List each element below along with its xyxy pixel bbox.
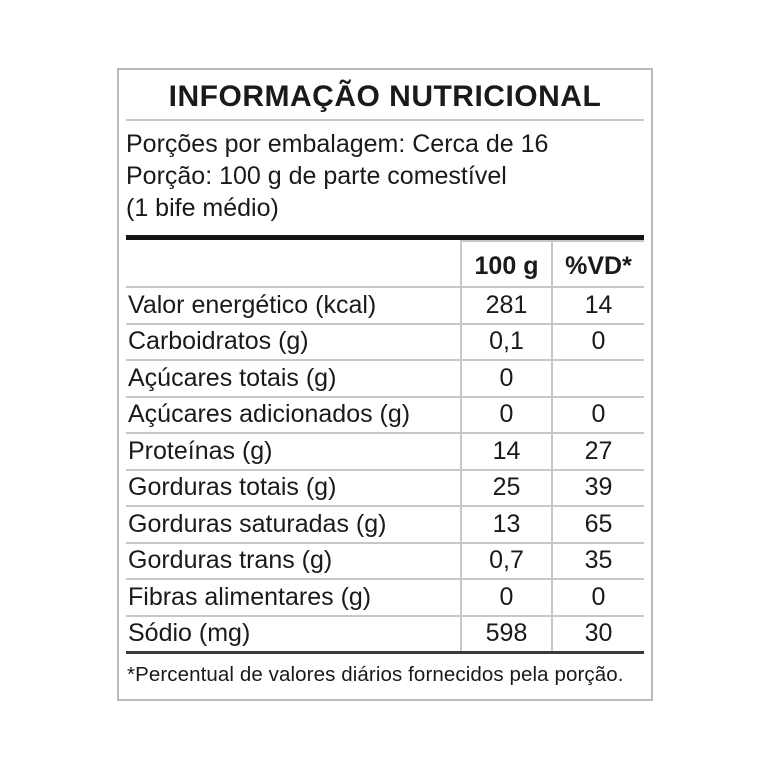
dv-value: 14 xyxy=(551,286,644,323)
amount-value: 13 xyxy=(460,505,551,542)
serving-description: (1 bife médio) xyxy=(126,194,279,222)
serving-info: Porções por embalagem: Cerca de 16 Porçã… xyxy=(126,121,644,235)
label-title: INFORMAÇÃO NUTRICIONAL xyxy=(168,80,602,113)
nutrient-label: Açúcares totais (g) xyxy=(126,359,460,396)
nutrient-label: Proteínas (g) xyxy=(126,432,460,469)
nutrient-label: Valor energético (kcal) xyxy=(126,286,460,323)
dv-value: 27 xyxy=(551,432,644,469)
nutrient-label: Sódio (mg) xyxy=(126,614,460,652)
dv-value: 35 xyxy=(551,541,644,578)
dv-value: 0 xyxy=(551,578,644,615)
amount-value: 0 xyxy=(460,578,551,615)
nutrient-label: Gorduras saturadas (g) xyxy=(126,505,460,542)
dv-value: 0 xyxy=(551,395,644,432)
nutrient-label: Açúcares adicionados (g) xyxy=(126,395,460,433)
dv-value xyxy=(551,359,644,396)
dv-value: 39 xyxy=(551,468,644,505)
nutrient-label: Gorduras trans (g) xyxy=(126,541,460,579)
amount-value: 598 xyxy=(460,614,551,651)
amount-value: 0,1 xyxy=(460,322,551,359)
header-spacer xyxy=(126,240,460,286)
nutrient-label: Gorduras totais (g) xyxy=(126,468,460,506)
dv-value: 0 xyxy=(551,322,644,359)
header-thick-divider xyxy=(126,235,644,240)
serving-size: Porção: 100 g de parte comestível xyxy=(126,162,507,190)
dv-footnote: *Percentual de valores diários fornecido… xyxy=(127,663,624,686)
dv-value: 30 xyxy=(551,614,644,651)
dv-value: 65 xyxy=(551,505,644,542)
header-dv: %VD* xyxy=(551,240,644,286)
amount-value: 14 xyxy=(460,432,551,469)
amount-value: 25 xyxy=(460,468,551,505)
nutrient-table: 100 g %VD* Valor energético (kcal) 281 1… xyxy=(126,240,644,651)
amount-value: 281 xyxy=(460,286,551,323)
servings-per-package: Porções por embalagem: Cerca de 16 xyxy=(126,130,549,158)
title-divider xyxy=(126,119,644,121)
nutrition-label: INFORMAÇÃO NUTRICIONAL Porções por embal… xyxy=(117,68,653,701)
amount-value: 0 xyxy=(460,359,551,396)
nutrient-label: Carboidratos (g) xyxy=(126,322,460,360)
amount-value: 0 xyxy=(460,395,551,432)
amount-value: 0,7 xyxy=(460,541,551,578)
footer-divider xyxy=(126,651,644,654)
nutrient-label: Fibras alimentares (g) xyxy=(126,578,460,615)
header-amount: 100 g xyxy=(460,240,551,286)
